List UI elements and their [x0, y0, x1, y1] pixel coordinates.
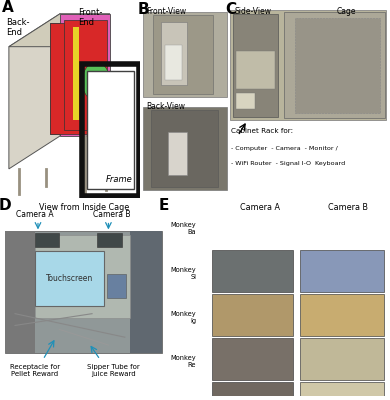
Bar: [300, 338, 384, 380]
Text: E: E: [159, 198, 169, 213]
Bar: [107, 274, 126, 298]
Bar: [212, 382, 293, 400]
Bar: [97, 233, 122, 247]
Bar: [230, 10, 386, 120]
Polygon shape: [50, 23, 106, 134]
Polygon shape: [50, 23, 106, 134]
Circle shape: [90, 74, 102, 89]
Text: A: A: [2, 0, 14, 15]
Bar: [165, 45, 182, 80]
Bar: [130, 231, 163, 353]
Polygon shape: [73, 27, 79, 120]
Bar: [82, 64, 139, 196]
Text: Front-
End: Front- End: [78, 8, 103, 27]
Text: Camera A: Camera A: [240, 203, 280, 212]
Bar: [87, 71, 134, 189]
Bar: [300, 382, 384, 400]
Bar: [168, 132, 187, 175]
Text: Cage: Cage: [337, 7, 356, 16]
Text: Monkey
Si: Monkey Si: [171, 266, 196, 280]
Polygon shape: [9, 14, 110, 47]
Polygon shape: [60, 14, 110, 136]
Text: Sipper Tube for
juice Reward: Sipper Tube for juice Reward: [87, 364, 140, 377]
Polygon shape: [9, 14, 60, 169]
Text: Side-View: Side-View: [234, 7, 271, 16]
Bar: [35, 235, 130, 318]
Text: Camera B: Camera B: [93, 210, 130, 219]
Bar: [236, 93, 255, 109]
Text: Monkey
Ba: Monkey Ba: [171, 222, 196, 236]
Text: Back-
End: Back- End: [6, 18, 30, 37]
Bar: [212, 250, 293, 292]
Bar: [5, 231, 35, 353]
Circle shape: [82, 62, 110, 101]
Bar: [300, 294, 384, 336]
Text: - WiFi Router  - Signal I-O  Keyboard: - WiFi Router - Signal I-O Keyboard: [231, 161, 346, 166]
Bar: [212, 338, 293, 380]
Text: C: C: [225, 2, 236, 17]
Text: Camera A: Camera A: [16, 210, 53, 219]
Bar: [233, 14, 278, 116]
Text: B: B: [138, 2, 150, 17]
Bar: [143, 12, 227, 97]
Text: Front-View: Front-View: [146, 7, 186, 16]
Text: D: D: [0, 198, 11, 213]
Text: Frame: Frame: [106, 176, 133, 184]
Text: View from Inside Cage: View from Inside Cage: [39, 203, 129, 212]
Text: Receptacle for
Pellet Reward: Receptacle for Pellet Reward: [10, 364, 60, 377]
Bar: [35, 233, 59, 247]
Text: Monkey
Re: Monkey Re: [171, 355, 196, 368]
Bar: [284, 12, 385, 118]
Bar: [143, 107, 227, 190]
Polygon shape: [64, 20, 107, 130]
Bar: [295, 18, 380, 113]
Text: Cabinet Rack for:: Cabinet Rack for:: [231, 128, 293, 134]
Bar: [151, 110, 218, 187]
Bar: [236, 50, 275, 89]
Bar: [35, 251, 103, 306]
Polygon shape: [13, 23, 50, 163]
Text: Camera B: Camera B: [328, 203, 369, 212]
Bar: [161, 22, 187, 84]
Text: Back-View: Back-View: [146, 102, 185, 111]
Text: - Computer  - Camera  - Monitor /: - Computer - Camera - Monitor /: [231, 146, 338, 151]
Bar: [152, 15, 213, 94]
Bar: [5, 231, 163, 353]
Text: Touchscreen: Touchscreen: [46, 274, 93, 283]
Polygon shape: [13, 23, 106, 52]
Text: Monkey
Ig: Monkey Ig: [171, 311, 196, 324]
Bar: [300, 250, 384, 292]
Bar: [212, 294, 293, 336]
